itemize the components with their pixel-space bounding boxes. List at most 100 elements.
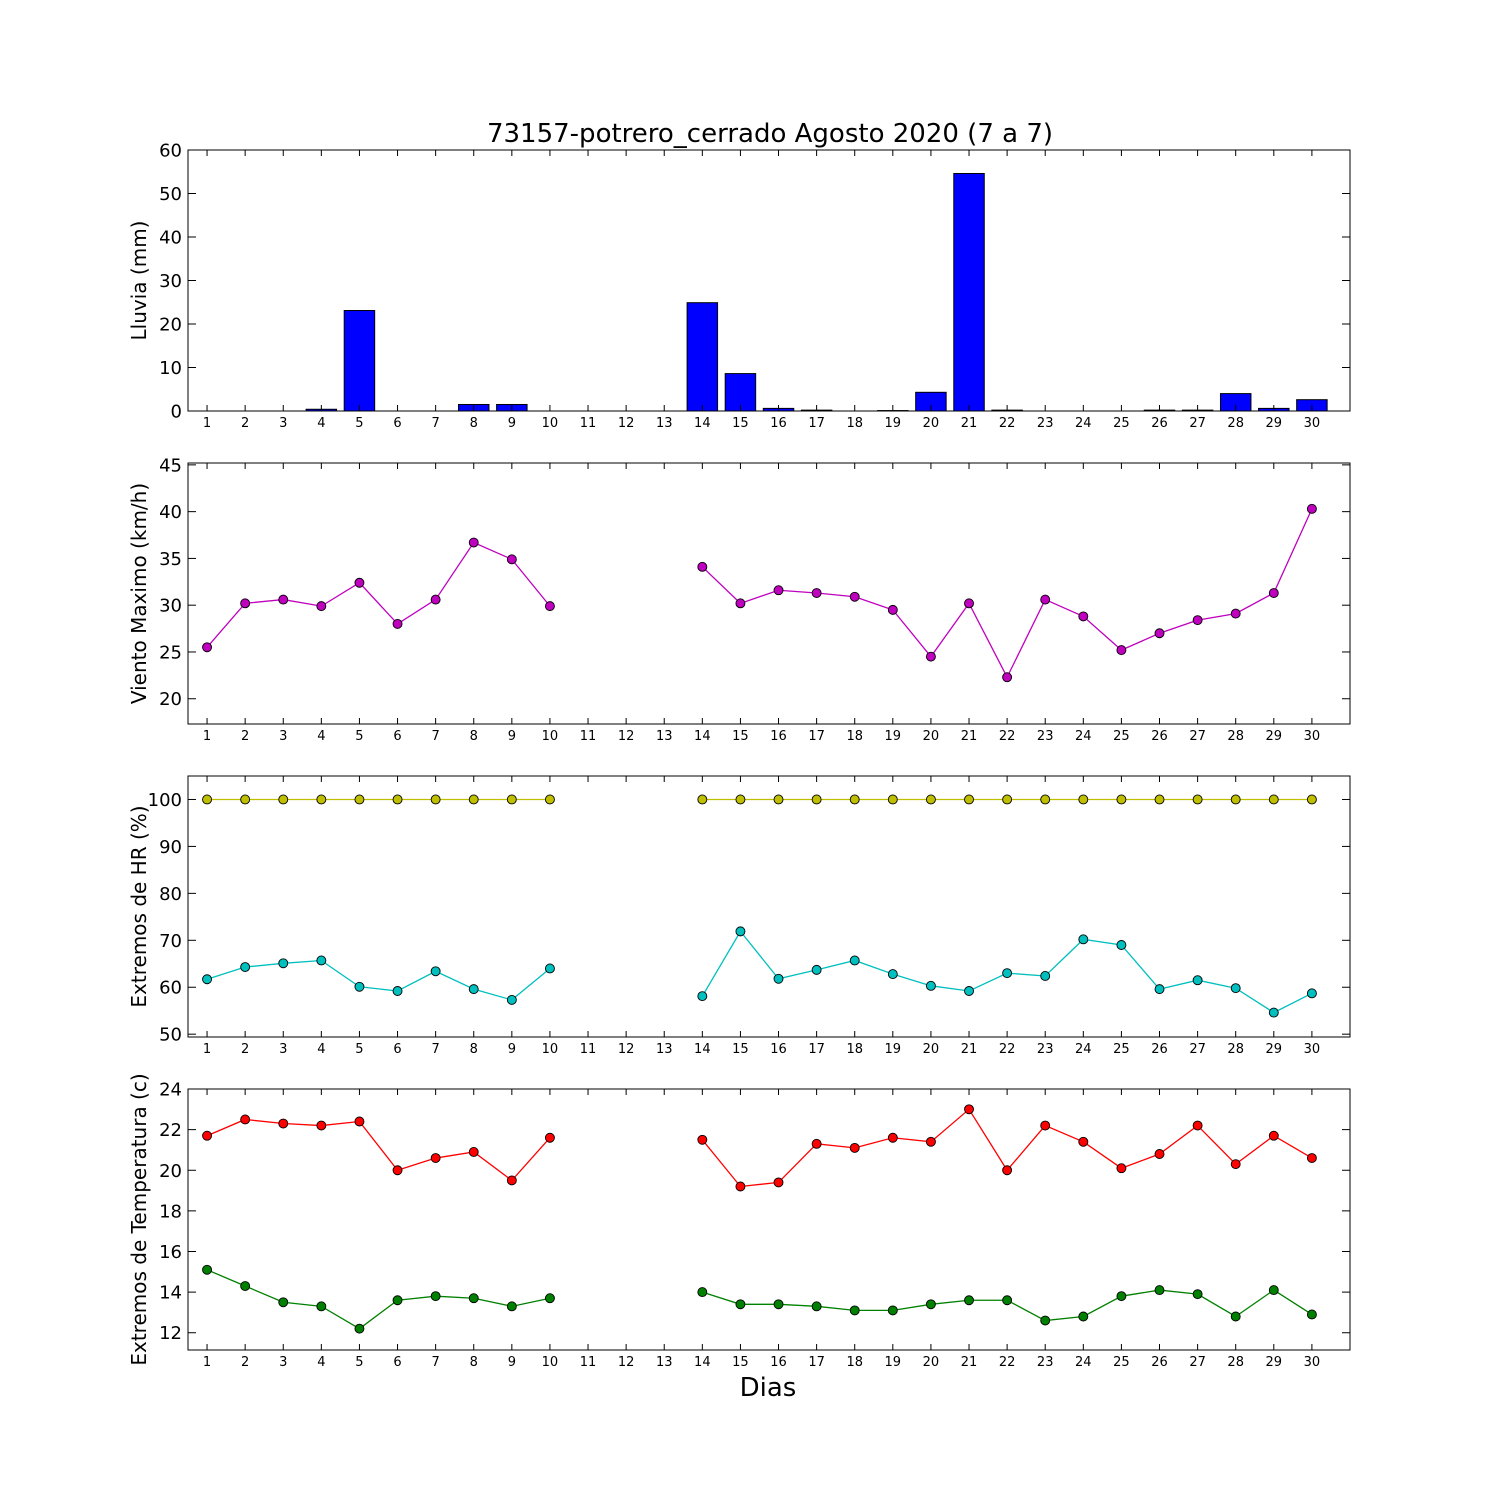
x-tick-label: 24 [1075, 1355, 1092, 1370]
x-tick-label: 9 [508, 729, 516, 744]
x-tick-label: 13 [656, 1042, 673, 1057]
x-tick-label: 18 [846, 729, 863, 744]
data-point [544, 1293, 555, 1304]
x-tick-label: 16 [770, 1042, 787, 1057]
data-point [849, 1142, 860, 1153]
x-tick-label: 21 [961, 729, 978, 744]
data-point [887, 794, 898, 805]
data-point [392, 618, 403, 629]
x-tick-label: 26 [1151, 1042, 1168, 1057]
x-tick-label: 19 [885, 1042, 902, 1057]
x-tick-label: 13 [656, 1355, 673, 1370]
x-tick-label: 8 [470, 416, 478, 431]
data-point [430, 1291, 441, 1302]
series-line [206, 541, 551, 648]
x-tick-label: 3 [279, 416, 287, 431]
x-tick-label: 21 [961, 1355, 978, 1370]
x-tick-label: 4 [317, 1355, 325, 1370]
plot-frame [187, 1088, 1351, 1351]
rain-bar [343, 310, 376, 412]
x-tick-label: 29 [1266, 1042, 1283, 1057]
x-tick-label: 11 [580, 416, 597, 431]
data-point [1116, 940, 1127, 950]
data-point [506, 1301, 517, 1312]
data-point [354, 1116, 365, 1127]
chart-title: 73157-potrero_cerrado Agosto 2020 (7 a 7… [487, 119, 1053, 149]
x-tick-label: 22 [999, 1355, 1016, 1370]
x-tick-label: 14 [694, 1042, 711, 1057]
data-point [697, 561, 708, 572]
x-tick-label: 15 [732, 1355, 749, 1370]
x-tick-label: 7 [431, 1355, 439, 1370]
x-tick-label: 23 [1037, 1355, 1054, 1370]
x-tick-label: 11 [580, 1042, 597, 1057]
x-tick-label: 26 [1151, 729, 1168, 744]
x-tick-label: 6 [393, 1042, 401, 1057]
data-point [316, 794, 327, 805]
x-tick-label: 25 [1113, 729, 1130, 744]
data-point [925, 794, 936, 805]
x-tick-label: 25 [1113, 416, 1130, 431]
data-point [544, 1132, 555, 1143]
x-tick-label: 10 [542, 1355, 559, 1370]
x-tick-label: 9 [508, 1042, 516, 1057]
y-axis-label: Lluvia (mm) [127, 221, 151, 341]
data-point [468, 537, 479, 548]
y-tick-label: 35 [159, 549, 182, 570]
x-tick-label: 17 [808, 1355, 825, 1370]
data-point [811, 794, 822, 805]
x-tick-label: 1 [203, 1042, 211, 1057]
data-point [735, 926, 746, 937]
x-tick-label: 21 [961, 1042, 978, 1057]
data-point [202, 642, 213, 653]
data-point [1192, 975, 1203, 986]
x-tick-label: 18 [846, 1355, 863, 1370]
data-point [1306, 794, 1317, 805]
x-tick-label: 14 [694, 729, 711, 744]
data-point [278, 958, 289, 969]
data-point [887, 1132, 898, 1143]
data-point [202, 794, 213, 805]
y-tick-label: 10 [159, 358, 182, 379]
data-point [735, 794, 746, 805]
x-tick-label: 20 [923, 416, 940, 431]
x-tick-label: 6 [393, 729, 401, 744]
data-point [506, 1175, 517, 1186]
x-tick-label: 27 [1189, 729, 1206, 744]
x-tick-label: 22 [999, 1042, 1016, 1057]
data-point [468, 984, 479, 995]
data-point [1154, 1149, 1165, 1159]
data-point [887, 969, 898, 980]
data-point [506, 994, 517, 1005]
x-tick-label: 15 [732, 1042, 749, 1057]
y-tick-label: 18 [159, 1201, 182, 1222]
y-tick-label: 24 [159, 1080, 182, 1101]
data-point [430, 794, 441, 805]
x-tick-label: 17 [808, 1042, 825, 1057]
x-tick-label: 1 [203, 1355, 211, 1370]
data-point [1230, 1311, 1241, 1322]
y-tick-label: 22 [159, 1120, 182, 1141]
x-tick-label: 5 [355, 1355, 363, 1370]
plot-frame [187, 462, 1351, 725]
data-point [1002, 1165, 1013, 1176]
x-tick-label: 27 [1189, 1042, 1206, 1057]
data-point [773, 973, 784, 984]
data-point [1040, 1120, 1051, 1131]
y-tick-label: 20 [159, 1161, 182, 1182]
x-tick-label: 6 [393, 416, 401, 431]
y-tick-label: 45 [159, 455, 182, 476]
x-tick-label: 3 [279, 1355, 287, 1370]
data-point [1002, 794, 1013, 805]
x-tick-label: 27 [1189, 416, 1206, 431]
x-tick-label: 9 [508, 416, 516, 431]
data-point [773, 1299, 784, 1310]
x-tick-label: 24 [1075, 729, 1092, 744]
x-tick-label: 2 [241, 416, 249, 431]
x-axis-label: Dias [740, 1373, 797, 1403]
x-tick-label: 23 [1037, 416, 1054, 431]
x-tick-label: 22 [999, 416, 1016, 431]
